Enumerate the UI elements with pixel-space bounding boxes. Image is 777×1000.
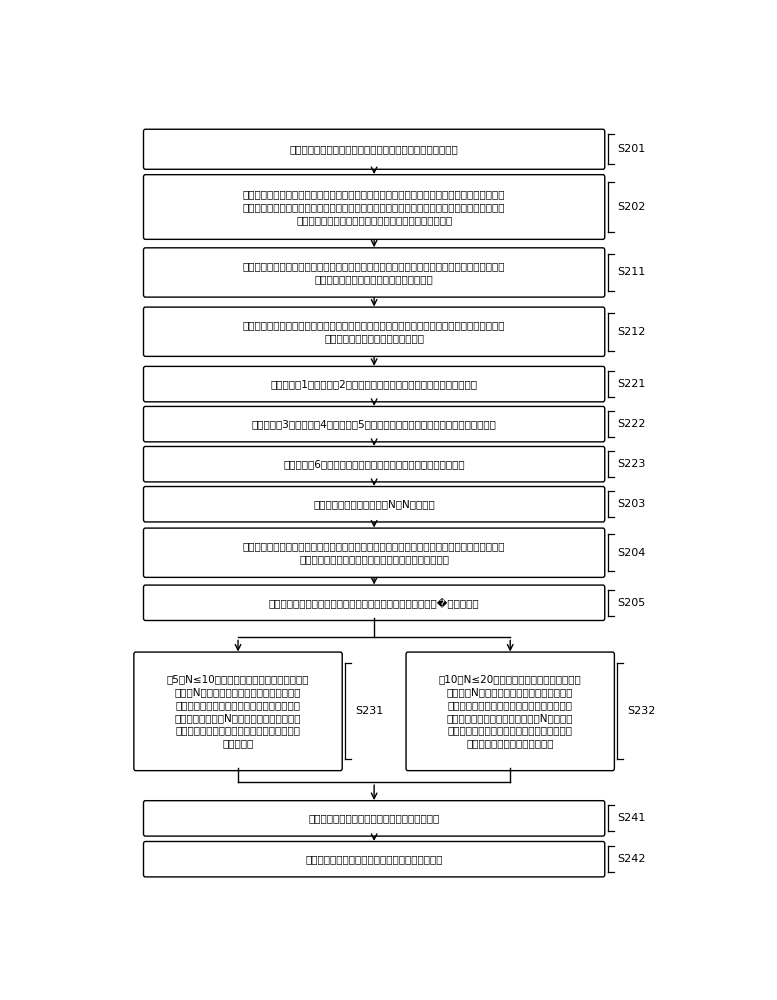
Text: 确定所述待显示图标的数量N，N为正整数: 确定所述待显示图标的数量N，N为正整数 (313, 499, 435, 509)
Text: S222: S222 (618, 419, 646, 429)
Text: S202: S202 (618, 202, 646, 212)
FancyBboxPatch shape (144, 248, 605, 297)
FancyBboxPatch shape (144, 129, 605, 169)
Text: 根据所述外顶点至所述正五角星形中心的距离计算五个所述外顶点、五个所述内顶点和十条所述
边线的中点的坐标作为所述位置坐标: 根据所述外顶点至所述正五角星形中心的距离计算五个所述外顶点、五个所述内顶点和十条… (243, 320, 505, 343)
FancyBboxPatch shape (144, 801, 605, 836)
Text: S241: S241 (618, 813, 646, 823)
FancyBboxPatch shape (144, 406, 605, 442)
FancyBboxPatch shape (144, 175, 605, 239)
Text: S212: S212 (618, 327, 646, 337)
Text: 根据历史使用情况选择一个所述应用的所述图标: 根据历史使用情况选择一个所述应用的所述图标 (308, 813, 440, 823)
Text: S221: S221 (618, 379, 646, 389)
Text: S204: S204 (618, 548, 646, 558)
Text: 将选择的所述图标显示在所述正五角星形的中心处: 将选择的所述图标显示在所述正五角星形的中心处 (305, 854, 443, 864)
Text: S223: S223 (618, 459, 646, 469)
FancyBboxPatch shape (144, 841, 605, 877)
Text: S205: S205 (618, 598, 646, 608)
FancyBboxPatch shape (144, 366, 605, 402)
FancyBboxPatch shape (144, 585, 605, 620)
Text: S231: S231 (355, 706, 383, 716)
FancyBboxPatch shape (144, 307, 605, 356)
FancyBboxPatch shape (144, 487, 605, 522)
Text: 根据公式（3）、公式（4）和公式（5）计算五个所述内顶点的坐标作为所述位置坐标: 根据公式（3）、公式（4）和公式（5）计算五个所述内顶点的坐标作为所述位置坐标 (252, 419, 497, 429)
FancyBboxPatch shape (144, 446, 605, 482)
Text: 当10＜N≤20时，调用所述图标读取接口，将
所读取的N个所述待显示图标中的十个所述待
显示图标显示在各个所述外顶点和所述内顶点
的坐标的位置处，并且将所读取的: 当10＜N≤20时，调用所述图标读取接口，将 所读取的N个所述待显示图标中的十个… (439, 674, 582, 748)
Text: 通过调用所述图标读取接口，将所读取的图标显示在所述位置�标的位置处: 通过调用所述图标读取接口，将所读取的图标显示在所述位置�标的位置处 (269, 597, 479, 608)
Text: 根据公式（1）和公式（2）计算五个所述外顶点的坐标作为所述位置坐标: 根据公式（1）和公式（2）计算五个所述外顶点的坐标作为所述位置坐标 (270, 379, 478, 389)
FancyBboxPatch shape (406, 652, 615, 771)
Text: S232: S232 (627, 706, 656, 716)
FancyBboxPatch shape (134, 652, 342, 771)
Text: 在所述显示区域内建立坐标系，所述坐标系的横坐标轴与所述十条边线中的两条边线平行，所述
五角星形的尺寸由所述显示区域的尺寸确定: 在所述显示区域内建立坐标系，所述坐标系的横坐标轴与所述十条边线中的两条边线平行，… (243, 261, 505, 284)
Text: 通过调用所述图标五角星形排布模板的实现接口，执行所述图标五角星形排布坐标算法并计算得
出多个所述位置坐标，实现所述图标五角星形排布模板: 通过调用所述图标五角星形排布模板的实现接口，执行所述图标五角星形排布坐标算法并计… (243, 541, 505, 564)
Text: 根据公式（6）计算十条所述边线的中点的坐标作为所述位置坐标: 根据公式（6）计算十条所述边线的中点的坐标作为所述位置坐标 (284, 459, 465, 469)
FancyBboxPatch shape (144, 528, 605, 577)
Text: S201: S201 (618, 144, 646, 154)
Text: 当5＜N≤10时，调用所述图标读取接口，将所
读取的N个所述待显示图标中的五个所述待显
示图标显示在各个所述外顶点的坐标的位置处
，并且将所读取的N个所述待显示: 当5＜N≤10时，调用所述图标读取接口，将所 读取的N个所述待显示图标中的五个所… (167, 674, 309, 748)
Text: S211: S211 (618, 267, 646, 277)
Text: S242: S242 (618, 854, 646, 864)
Text: 预先设置图标五角星形排布模板，并提供所述图标五角星形排布模板的实现接口，所述图标五角
星形排布模板设置有图标五角星形排布坐标算法；所述图标五角星形排布坐标算法在: 预先设置图标五角星形排布模板，并提供所述图标五角星形排布模板的实现接口，所述图标… (243, 189, 505, 225)
Text: 预先设置多个应用的图标，并提供各所述图标的图标读取接口: 预先设置多个应用的图标，并提供各所述图标的图标读取接口 (290, 144, 458, 154)
Text: S203: S203 (618, 499, 646, 509)
